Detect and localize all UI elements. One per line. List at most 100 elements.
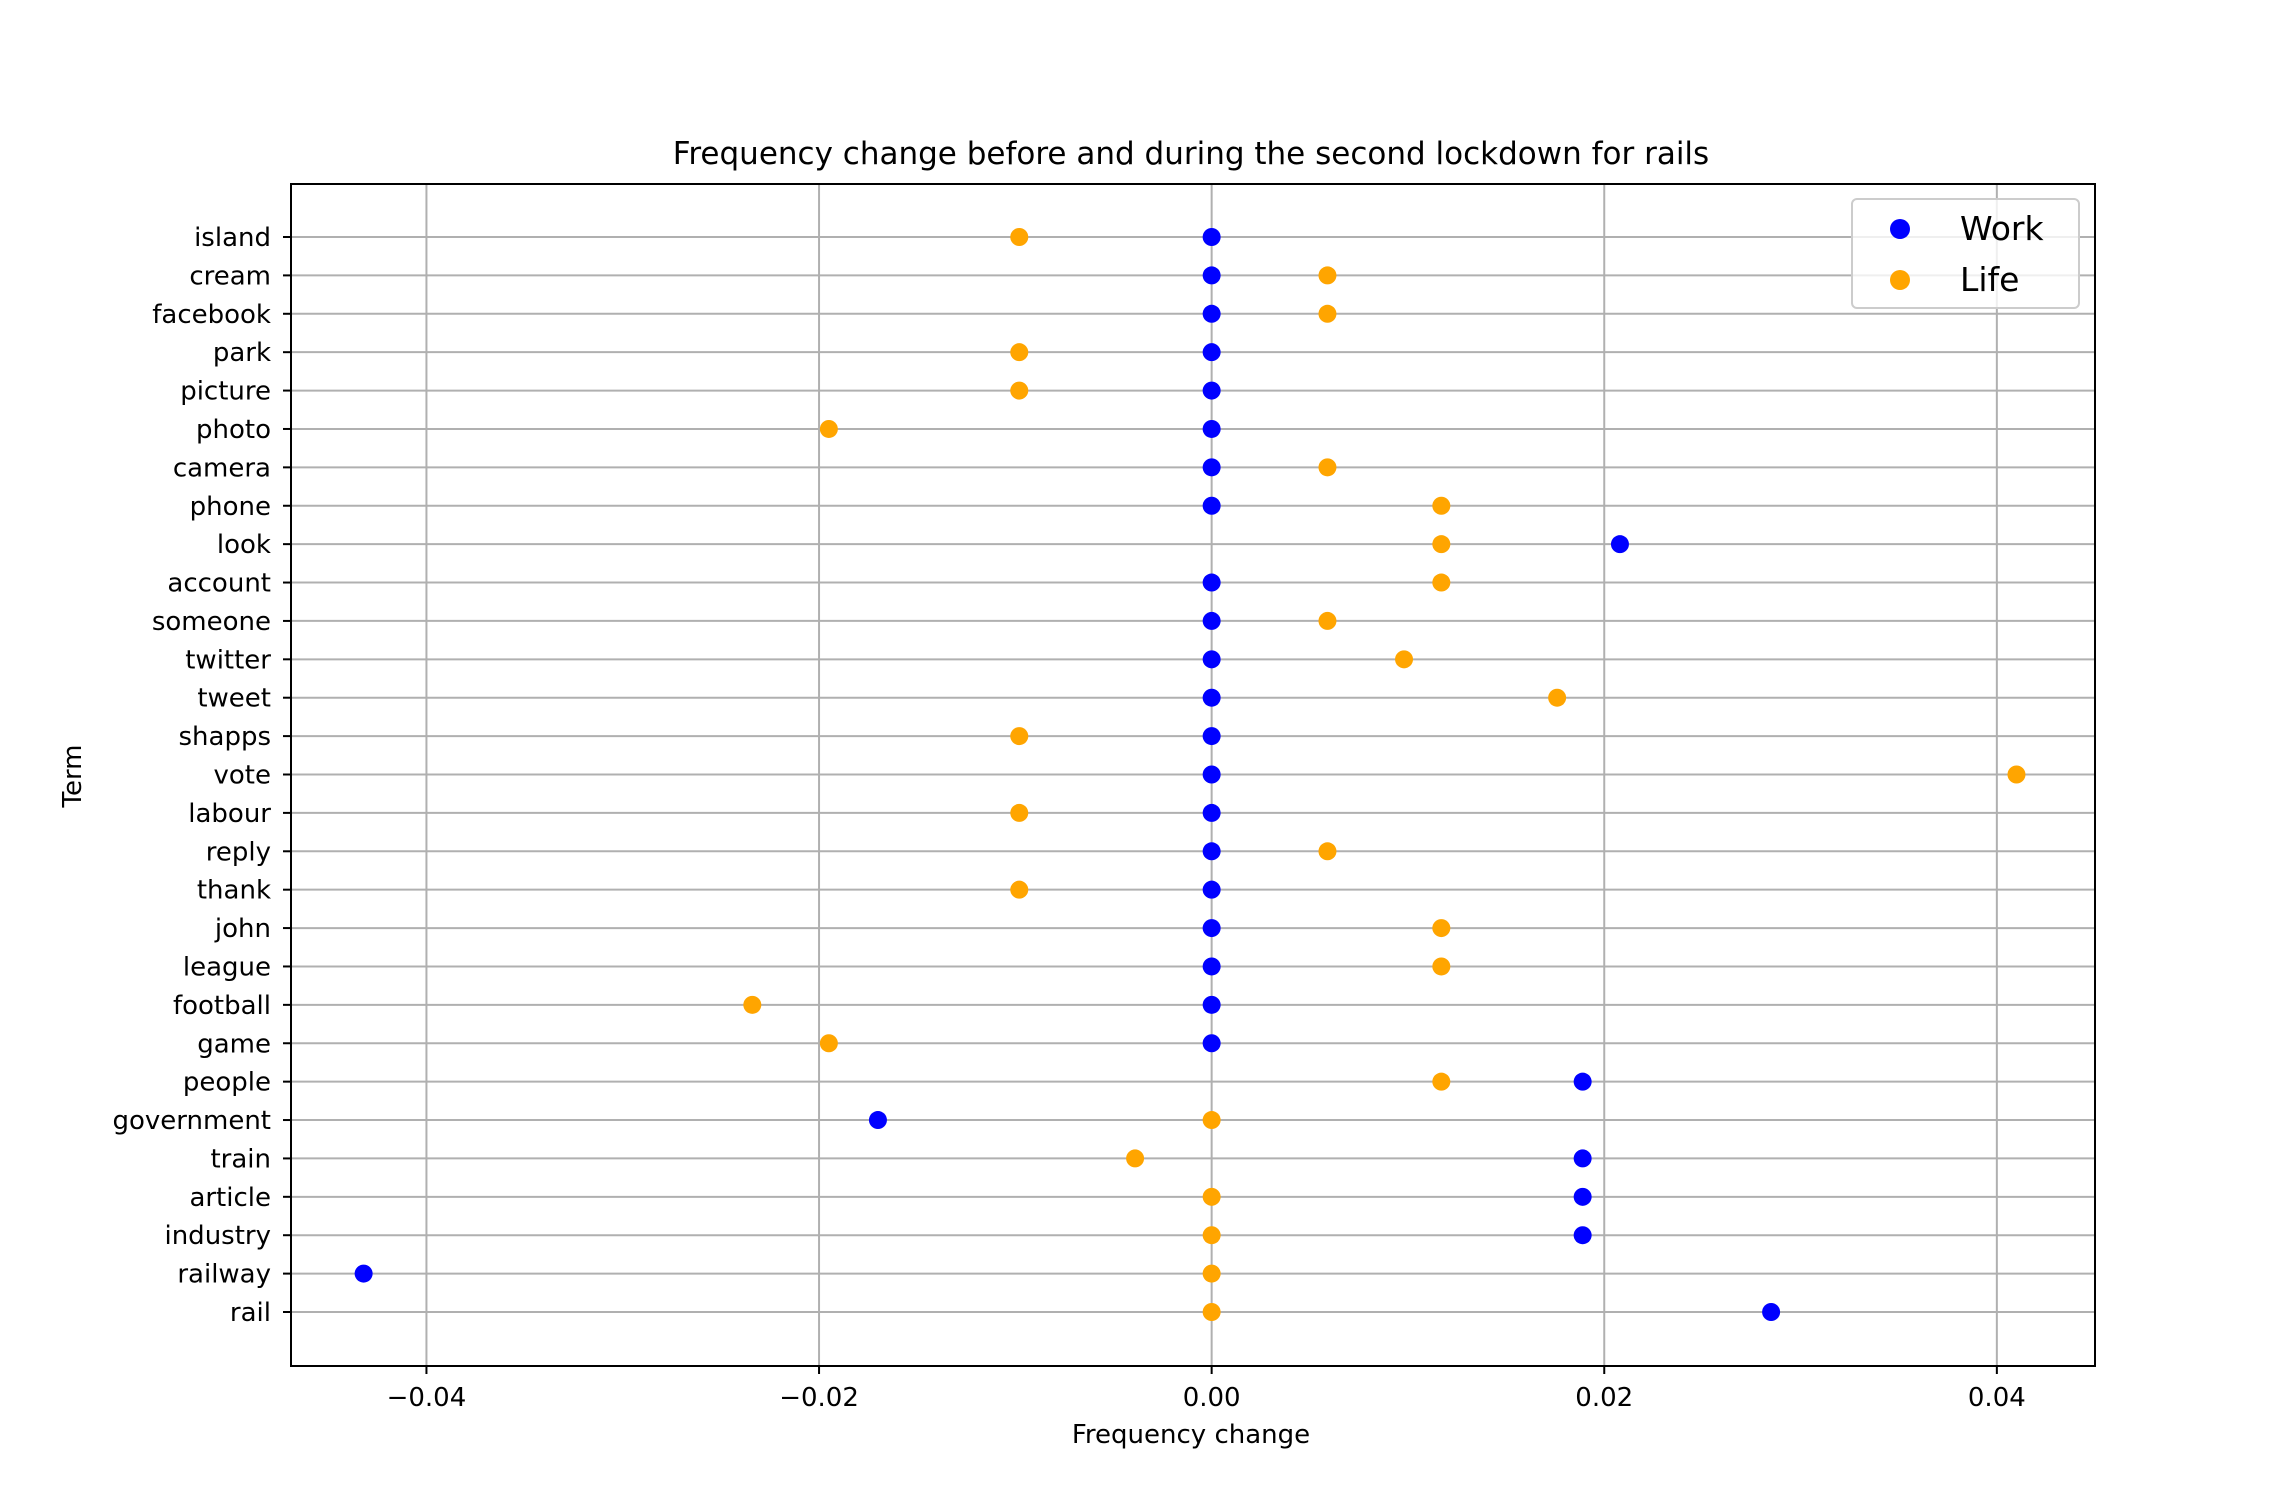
point-life-people [1432,1072,1451,1091]
y-tick-label: look [217,530,271,560]
point-life-island [1010,228,1029,246]
y-tick-label: island [194,223,271,253]
point-work-football [1202,995,1221,1014]
point-life-park [1010,343,1029,362]
y-tick-label: shapps [178,722,271,752]
y-tick-label: football [173,991,271,1021]
y-tick-label: photo [196,415,271,445]
legend: Work Life [1851,198,2080,309]
point-work-rail [1762,1303,1781,1321]
point-work-photo [1202,419,1221,438]
grid-layer [291,184,2095,1366]
point-work-john [1202,919,1221,938]
point-work-vote [1202,765,1221,784]
x-tick-label: −0.02 [779,1383,859,1413]
point-work-people [1573,1072,1592,1091]
point-work-tweet [1202,688,1221,707]
point-life-look [1432,535,1451,554]
point-work-industry [1573,1226,1592,1245]
point-work-park [1202,343,1221,362]
x-tick-label: −0.04 [387,1383,467,1413]
point-work-account [1202,573,1221,592]
x-tick-label: 0.02 [1575,1383,1633,1413]
y-tick-label: rail [230,1298,271,1328]
point-life-shapps [1010,727,1029,746]
point-life-article [1202,1187,1221,1206]
y-tick-label: cream [189,261,271,291]
y-axis-label: Term [58,744,88,808]
y-tick-label: league [183,952,271,982]
point-work-train [1573,1149,1592,1168]
point-life-thank [1010,880,1029,899]
y-tick-label: phone [190,492,271,522]
point-life-someone [1318,611,1337,630]
point-work-someone [1202,611,1221,630]
point-work-government [868,1111,887,1130]
point-life-phone [1432,496,1451,515]
point-life-cream [1318,266,1337,285]
y-tick-label: john [214,914,271,944]
ticks-layer: −0.04 −0.02 0.00 0.02 0.04 rail railway industr… [112,223,2025,1413]
y-tick-label: account [167,569,271,599]
point-life-account [1432,573,1451,592]
marks-layer [354,228,2026,1321]
y-tick-label: railway [177,1260,271,1290]
point-life-industry [1202,1226,1221,1245]
y-tick-label: thank [197,876,271,906]
y-tick-label: article [189,1183,271,1213]
legend-marker-work [1890,219,1910,239]
y-tick-label: picture [180,377,271,407]
y-tick-label: tweet [197,684,271,714]
point-work-game [1202,1034,1221,1053]
y-tick-label: train [210,1144,271,1174]
point-life-league [1432,957,1451,976]
point-life-rail [1202,1303,1221,1321]
point-work-shapps [1202,727,1221,746]
y-tick-label: industry [164,1221,271,1251]
point-work-camera [1202,458,1221,477]
point-work-reply [1202,842,1221,861]
legend-marker-life [1890,270,1910,290]
y-tick-label: facebook [152,300,271,330]
y-tick-label: someone [152,607,271,637]
point-life-football [743,995,762,1014]
point-work-league [1202,957,1221,976]
y-tick-label: game [197,1029,271,1059]
point-life-game [819,1034,838,1053]
x-tick-label: 0.00 [1183,1383,1241,1413]
y-tick-label: twitter [185,645,271,675]
y-tick-label: people [183,1068,271,1098]
point-work-thank [1202,880,1221,899]
point-life-vote [2007,765,2026,784]
y-tick-label: government [112,1106,271,1136]
legend-label-life: Life [1960,260,2019,299]
point-work-island [1202,228,1221,246]
point-life-reply [1318,842,1337,861]
point-life-john [1432,919,1451,938]
x-axis-label: Frequency change [1072,1420,1310,1450]
y-tick-label: park [213,338,271,368]
point-work-article [1573,1187,1592,1206]
point-work-twitter [1202,650,1221,669]
y-tick-label: camera [173,453,271,483]
x-tick-label: 0.04 [1968,1383,2026,1413]
point-work-labour [1202,803,1221,822]
point-work-facebook [1202,304,1221,323]
point-work-picture [1202,381,1221,400]
y-tick-label: labour [188,799,271,829]
legend-label-work: Work [1960,209,2044,248]
point-work-phone [1202,496,1221,515]
point-life-train [1126,1149,1145,1168]
point-life-tweet [1548,688,1567,707]
point-life-camera [1318,458,1337,477]
point-life-railway [1202,1264,1221,1283]
point-work-cream [1202,266,1221,285]
point-life-government [1202,1111,1221,1130]
y-tick-label: vote [214,761,271,791]
point-life-facebook [1318,304,1337,323]
point-life-labour [1010,803,1029,822]
point-life-picture [1010,381,1029,400]
point-work-look [1610,535,1629,554]
point-life-twitter [1395,650,1414,669]
